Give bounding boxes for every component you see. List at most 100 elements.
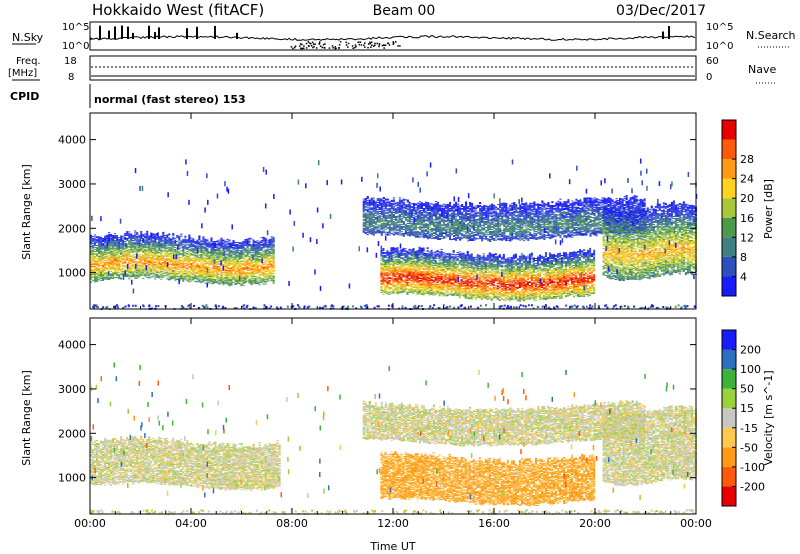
power-echo-cell [156, 252, 158, 253]
power-echo-cell [186, 275, 188, 276]
power-echo-cell [164, 250, 166, 251]
power-echo-cell [100, 274, 102, 275]
power-echo-cell [160, 241, 162, 242]
power-echo-cell [204, 259, 206, 260]
power-echo-cell [431, 263, 433, 264]
power-echo-cell [412, 256, 414, 257]
power-echo-cell [259, 265, 261, 266]
power-echo-cell [110, 251, 112, 252]
power-echo-cell [186, 257, 188, 258]
power-echo-cell [273, 264, 275, 265]
power-echo-cell [128, 234, 130, 235]
power-echo-cell [132, 242, 134, 243]
power-echo-cell [122, 263, 124, 264]
power-echo-cell [198, 269, 200, 270]
power-echo-cell [106, 250, 108, 251]
power-echo-cell [148, 240, 150, 241]
power-echo-cell [212, 283, 214, 284]
power-echo-cell [453, 277, 455, 278]
power-echo-cell [178, 240, 180, 241]
power-echo-cell [429, 285, 431, 286]
power-echo-cell [156, 260, 158, 261]
power-echo-cell [206, 245, 208, 246]
power-echo-cell [408, 268, 410, 269]
power-echo-cell [396, 278, 398, 279]
power-echo-cell [245, 275, 247, 276]
power-echo-cell [382, 291, 384, 292]
power-echo-cell [232, 264, 234, 265]
power-echo-cell [202, 248, 204, 249]
power-echo-cell [122, 240, 124, 241]
power-echo-cell [261, 241, 263, 242]
power-echo-cell [222, 250, 224, 251]
power-echo-cell [172, 272, 174, 273]
power-echo-cell [447, 279, 449, 280]
power-echo-cell [226, 261, 228, 262]
power-echo-cell [220, 279, 222, 280]
power-echo-cell [142, 249, 144, 250]
power-echo-cell [182, 250, 184, 251]
power-echo-cell [216, 248, 218, 249]
power-echo-cell [100, 265, 102, 266]
power-echo-cell [416, 275, 418, 276]
power-echo-cell [236, 246, 238, 247]
power-echo-cell [416, 294, 418, 295]
power-echo-cell [431, 288, 433, 289]
power-echo-cell [427, 247, 429, 248]
power-echo-cell [164, 265, 166, 266]
power-echo-cell [386, 284, 388, 285]
power-echo-cell [271, 263, 273, 264]
power-echo-cell [232, 241, 234, 242]
power-echo-cell [427, 282, 429, 283]
power-echo-cell [212, 250, 214, 251]
power-echo-cell [232, 259, 234, 260]
power-echo-cell [421, 272, 423, 273]
power-echo-cell [388, 260, 390, 261]
power-echo-cell [226, 264, 228, 265]
power-echo-cell [112, 245, 114, 246]
power-echo-cell [435, 257, 437, 258]
power-echo-cell [416, 253, 418, 254]
power-echo-cell [427, 274, 429, 275]
power-echo-cell [451, 277, 453, 278]
power-echo-cell [128, 260, 130, 261]
power-echo-cell [257, 281, 259, 282]
power-echo-cell [102, 277, 104, 278]
power-echo-cell [451, 276, 453, 277]
power-echo-cell [431, 268, 433, 269]
power-echo-cell [182, 252, 184, 253]
power-echo-cell [259, 242, 261, 243]
power-echo-cell [148, 245, 150, 246]
power-echo-cell [433, 274, 435, 275]
power-echo-cell [232, 276, 234, 277]
power-echo-cell [104, 254, 106, 255]
power-echo-cell [255, 281, 257, 282]
power-echo-cell [160, 264, 162, 265]
power-echo-cell [144, 260, 146, 261]
power-echo-cell [412, 248, 414, 249]
power-echo-cell [416, 273, 418, 274]
power-echo-cell [249, 250, 251, 251]
power-echo-cell [142, 269, 144, 270]
power-echo-cell [259, 249, 261, 250]
power-echo-cell [408, 286, 410, 287]
power-echo-cell [220, 244, 222, 245]
power-echo-cell [112, 263, 114, 264]
power-echo-cell [216, 246, 218, 247]
power-echo-cell [238, 254, 240, 255]
power-echo-cell [146, 273, 148, 274]
power-echo-cell [408, 272, 410, 273]
power-echo-cell [429, 277, 431, 278]
power-echo-cell [406, 266, 408, 267]
power-echo-cell [421, 254, 423, 255]
power-echo-cell [404, 291, 406, 292]
power-echo-cell [380, 292, 382, 293]
power-echo-cell [253, 274, 255, 275]
power-echo-cell [447, 285, 449, 286]
power-echo-cell [188, 252, 190, 253]
power-echo-cell [232, 277, 234, 278]
power-echo-cell [94, 263, 96, 264]
power-echo-cell [190, 277, 192, 278]
power-echo-cell [150, 240, 152, 241]
power-echo-cell [102, 253, 104, 254]
